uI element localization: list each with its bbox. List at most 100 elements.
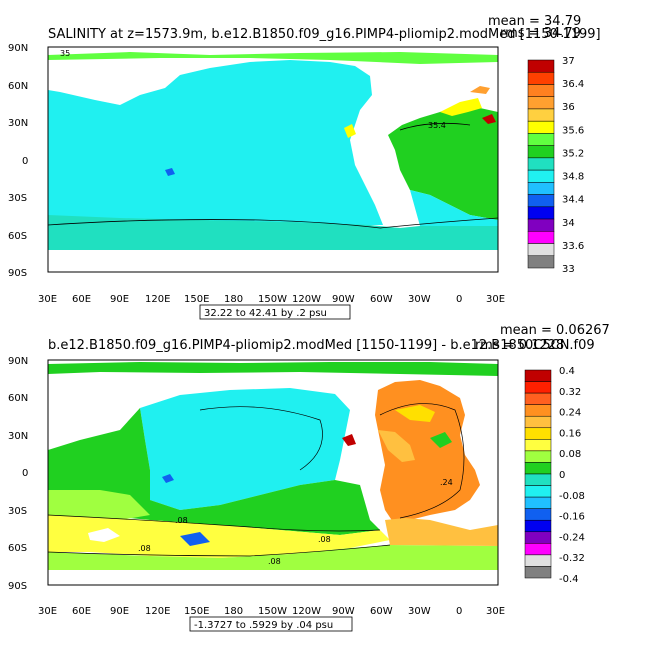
colorbar-swatch — [527, 133, 555, 146]
colorbar-label: -0.4 — [559, 574, 579, 585]
colorbar-swatch — [524, 566, 552, 579]
lat-tick: 90N — [8, 356, 28, 367]
lon-tick: 30E — [486, 606, 505, 617]
colorbar-swatch — [527, 120, 555, 134]
colorbar-label: 0.4 — [559, 366, 575, 377]
contour-label: .08 — [138, 544, 151, 553]
colorbar-label: 33.6 — [562, 241, 584, 252]
salinity-difference-map-panel: b.e12.B1850.f09_g16.PIMP4-pliomip2.modMe… — [8, 323, 610, 632]
rms-text: rms = 0.1228 — [475, 338, 564, 353]
colorbar-label: 35.2 — [562, 148, 584, 159]
colorbar-swatch — [527, 194, 555, 208]
colorbar-swatch — [527, 218, 555, 232]
colorbar-swatch — [524, 462, 552, 475]
lon-tick: 30E — [38, 606, 57, 617]
lon-tick: 120W — [292, 294, 321, 305]
colorbar-swatch — [524, 531, 552, 544]
colorbar-label: 36.4 — [562, 79, 584, 90]
colorbar-swatch — [524, 381, 552, 394]
lon-tick: 120E — [145, 606, 170, 617]
colorbar-swatch — [524, 439, 552, 452]
lon-tick: 60E — [72, 294, 91, 305]
colorbar-swatch — [527, 96, 555, 110]
colorbar-label: -0.16 — [559, 512, 585, 523]
colorbar-label: -0.08 — [559, 491, 585, 502]
colorbar-label: -0.32 — [559, 553, 585, 564]
map-area: .08 .08 .08 .08 .24 — [47, 359, 499, 586]
colorbar-label: 0 — [559, 470, 565, 481]
colorbar-label: 0.16 — [559, 428, 581, 439]
lat-tick: 60N — [8, 81, 28, 92]
colorbar-label: -0.24 — [559, 532, 585, 543]
lat-tick: 30N — [8, 431, 28, 442]
contour-label: 35.4 — [428, 121, 446, 130]
lon-tick: 30E — [486, 294, 505, 305]
lon-axis: 30E 60E 90E 120E 150E 180 150W 120W 90W … — [38, 606, 505, 617]
colorbar-swatch — [524, 554, 552, 567]
lon-tick: 0 — [456, 294, 462, 305]
lon-tick: 0 — [456, 606, 462, 617]
contour-range-text: -1.3727 to .5929 by .04 psu — [194, 620, 333, 631]
colorbar-label: 35.6 — [562, 125, 584, 136]
lat-tick: 90N — [8, 43, 28, 54]
colorbar-swatch — [527, 84, 555, 97]
colorbar-swatch — [527, 182, 555, 195]
lon-tick: 60W — [370, 294, 393, 305]
colorbar-swatch — [524, 427, 552, 440]
rms-text: rms = 34.79 — [500, 26, 581, 41]
contour-range-text: 32.22 to 42.41 by .2 psu — [204, 308, 327, 319]
colorbar-label: 33 — [562, 264, 575, 275]
colorbar-swatch — [524, 450, 552, 463]
contour-label: .08 — [268, 557, 281, 566]
mean-text: mean = 34.79 — [488, 14, 581, 29]
lon-tick: 150W — [258, 294, 287, 305]
colorbar-label: 34.4 — [562, 195, 584, 206]
colorbar-swatch — [524, 415, 552, 429]
mean-text: mean = 0.06267 — [500, 323, 610, 338]
lon-tick: 150E — [184, 606, 209, 617]
lon-tick: 120E — [145, 294, 170, 305]
salinity-map-panel: SALINITY at z=1573.9m, b.e12.B1850.f09_g… — [8, 14, 601, 320]
lon-axis: 30E 60E 90E 120E 150E 180 150W 120W 90W … — [38, 294, 505, 305]
lon-tick: 90E — [110, 606, 129, 617]
colorbar-swatch — [527, 145, 555, 159]
colorbar-swatch — [524, 543, 552, 556]
colorbar-label: 34.8 — [562, 172, 584, 183]
colorbar-swatch — [527, 243, 555, 257]
lat-tick: 60S — [8, 231, 27, 242]
colorbar-swatch — [527, 71, 555, 85]
colorbar-swatch — [527, 206, 555, 220]
colorbar: 0.4 0.32 0.24 0.16 0.08 0 -0.08 -0.16 -0.24 -0.32… — [524, 366, 585, 585]
colorbar-label: 34 — [562, 218, 575, 229]
colorbar-swatch — [527, 157, 555, 171]
lat-tick: 60N — [8, 393, 28, 404]
colorbar-label: 0.08 — [559, 449, 581, 460]
colorbar-swatch — [524, 404, 552, 417]
colorbar-swatch — [524, 392, 552, 405]
colorbar-swatch — [524, 519, 552, 533]
colorbar-swatch — [524, 369, 552, 382]
lon-tick: 30W — [408, 294, 431, 305]
colorbar-label: 0.32 — [559, 387, 581, 398]
lon-tick: 60W — [370, 606, 393, 617]
map-area: 35.4 35 — [47, 46, 499, 273]
lon-tick: 30E — [38, 294, 57, 305]
lat-tick: 30S — [8, 506, 27, 517]
lon-tick: 90W — [332, 606, 355, 617]
lat-tick: 0 — [22, 468, 28, 479]
colorbar-swatch — [527, 169, 555, 183]
lat-tick: 0 — [22, 156, 28, 167]
colorbar-swatch — [524, 496, 552, 509]
lon-tick: 30W — [408, 606, 431, 617]
lon-tick: 180 — [224, 294, 243, 305]
panel-title: b.e12.B1850.f09_g16.PIMP4-pliomip2.modMe… — [48, 338, 595, 353]
colorbar-swatch — [527, 255, 555, 269]
contour-label: .08 — [175, 516, 188, 525]
colorbar-swatch — [524, 473, 552, 486]
colorbar-label: 0.24 — [559, 408, 581, 419]
lon-tick: 60E — [72, 606, 91, 617]
lat-tick: 90S — [8, 581, 27, 592]
lon-tick: 150E — [184, 294, 209, 305]
contour-label: .24 — [440, 478, 453, 487]
colorbar-swatch — [524, 485, 552, 498]
